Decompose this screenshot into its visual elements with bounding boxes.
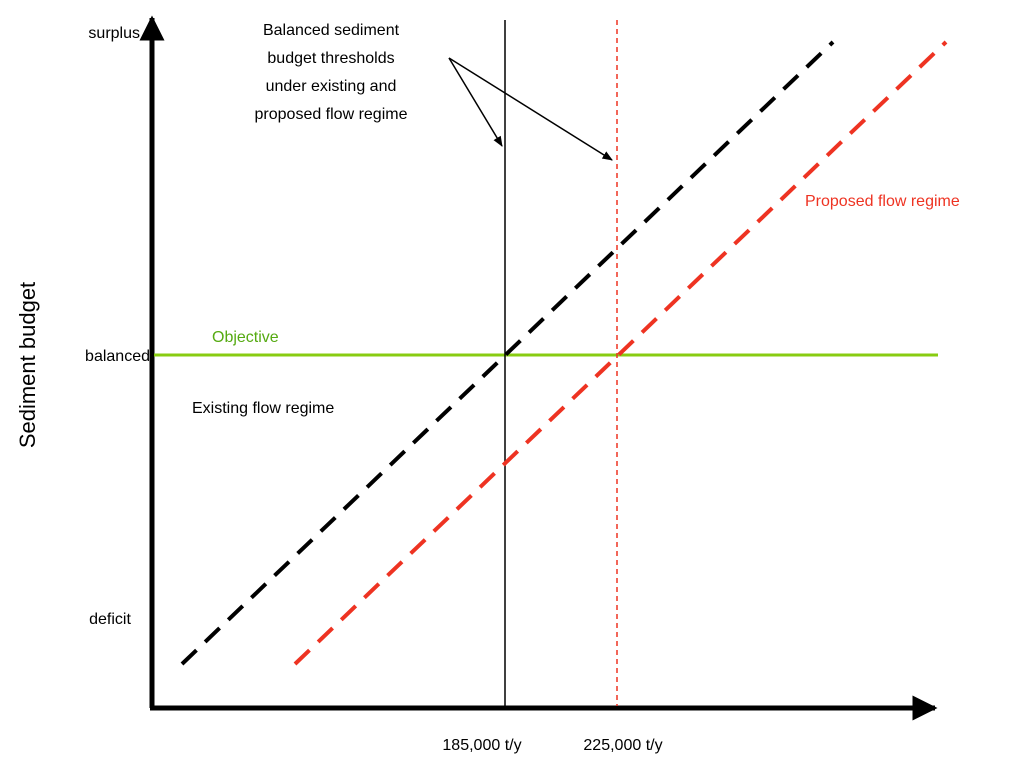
annotation-line-1: Balanced sediment bbox=[263, 22, 400, 39]
annotation-line-2: budget thresholds bbox=[267, 50, 394, 67]
objective-label: Objective bbox=[212, 329, 279, 346]
y-axis-label: Sediment budget bbox=[15, 282, 40, 448]
existing-flow-regime-label: Existing flow regime bbox=[192, 400, 334, 417]
proposed-flow-regime-label: Proposed flow regime bbox=[805, 193, 960, 210]
proposed-flow-regime-line bbox=[293, 40, 948, 666]
y-level-deficit: deficit bbox=[89, 611, 131, 628]
x-tick-proposed-threshold: 225,000 t/y bbox=[583, 737, 662, 754]
annotation-arrow-existing bbox=[448, 57, 503, 147]
x-tick-existing-threshold: 185,000 t/y bbox=[442, 737, 521, 754]
y-level-surplus: surplus bbox=[88, 25, 140, 42]
existing-flow-regime-line bbox=[180, 40, 835, 666]
annotation-line-3: under existing and bbox=[266, 78, 397, 95]
y-level-balanced: balanced bbox=[85, 348, 150, 365]
annotation-line-4: proposed flow regime bbox=[255, 106, 408, 123]
annotation-arrow-proposed bbox=[448, 57, 613, 161]
